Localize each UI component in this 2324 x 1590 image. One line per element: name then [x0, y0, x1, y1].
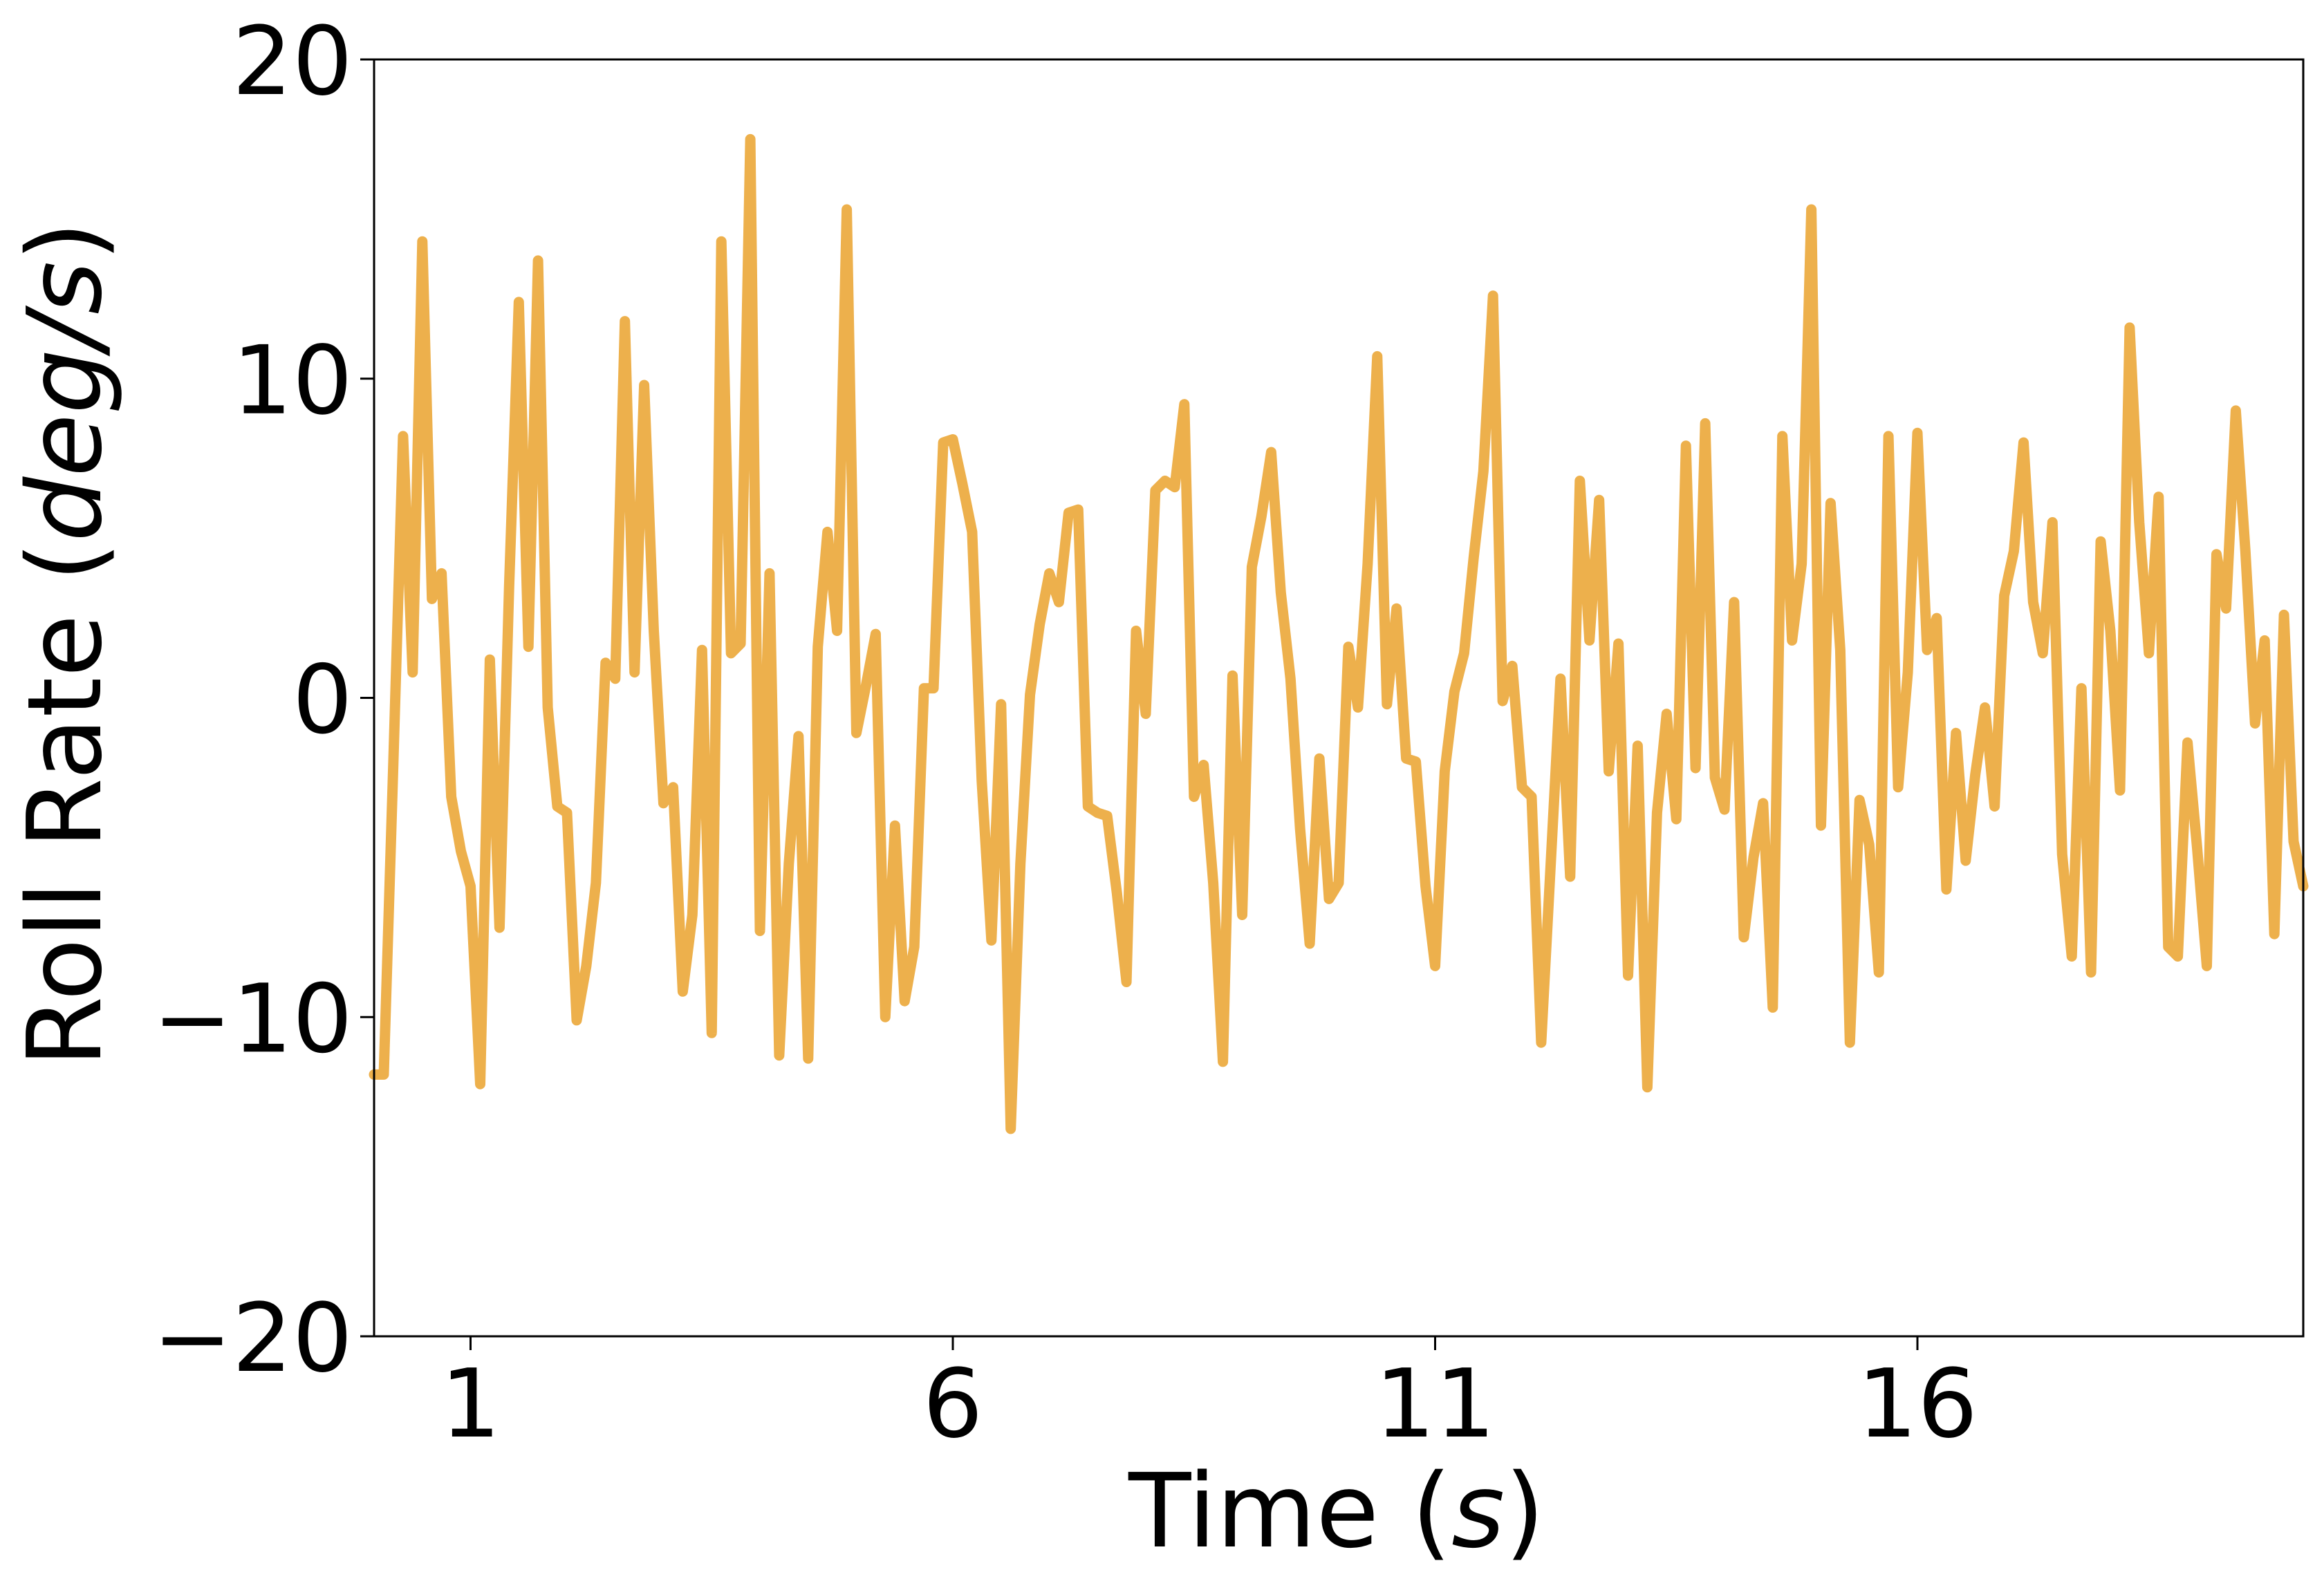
x-tick-label: 1: [440, 1349, 501, 1459]
y-tick-label: −20: [153, 1284, 353, 1394]
series-line-roll-rate: [369, 133, 2309, 1134]
plot-frame: [373, 58, 2305, 1338]
x-tick-label: 6: [922, 1349, 983, 1459]
x-tick-label: 11: [1375, 1349, 1495, 1459]
y-tick-label: 20: [232, 7, 353, 117]
y-tick-label: 10: [232, 326, 353, 436]
y-axis-title: Roll Rate (deg/s): [6, 221, 124, 1067]
x-tick-label: 16: [1857, 1349, 1978, 1459]
x-axis-title: Time (s): [1128, 1452, 1545, 1571]
y-tick-label: 0: [292, 646, 353, 756]
y-tick-label: −10: [153, 964, 353, 1074]
